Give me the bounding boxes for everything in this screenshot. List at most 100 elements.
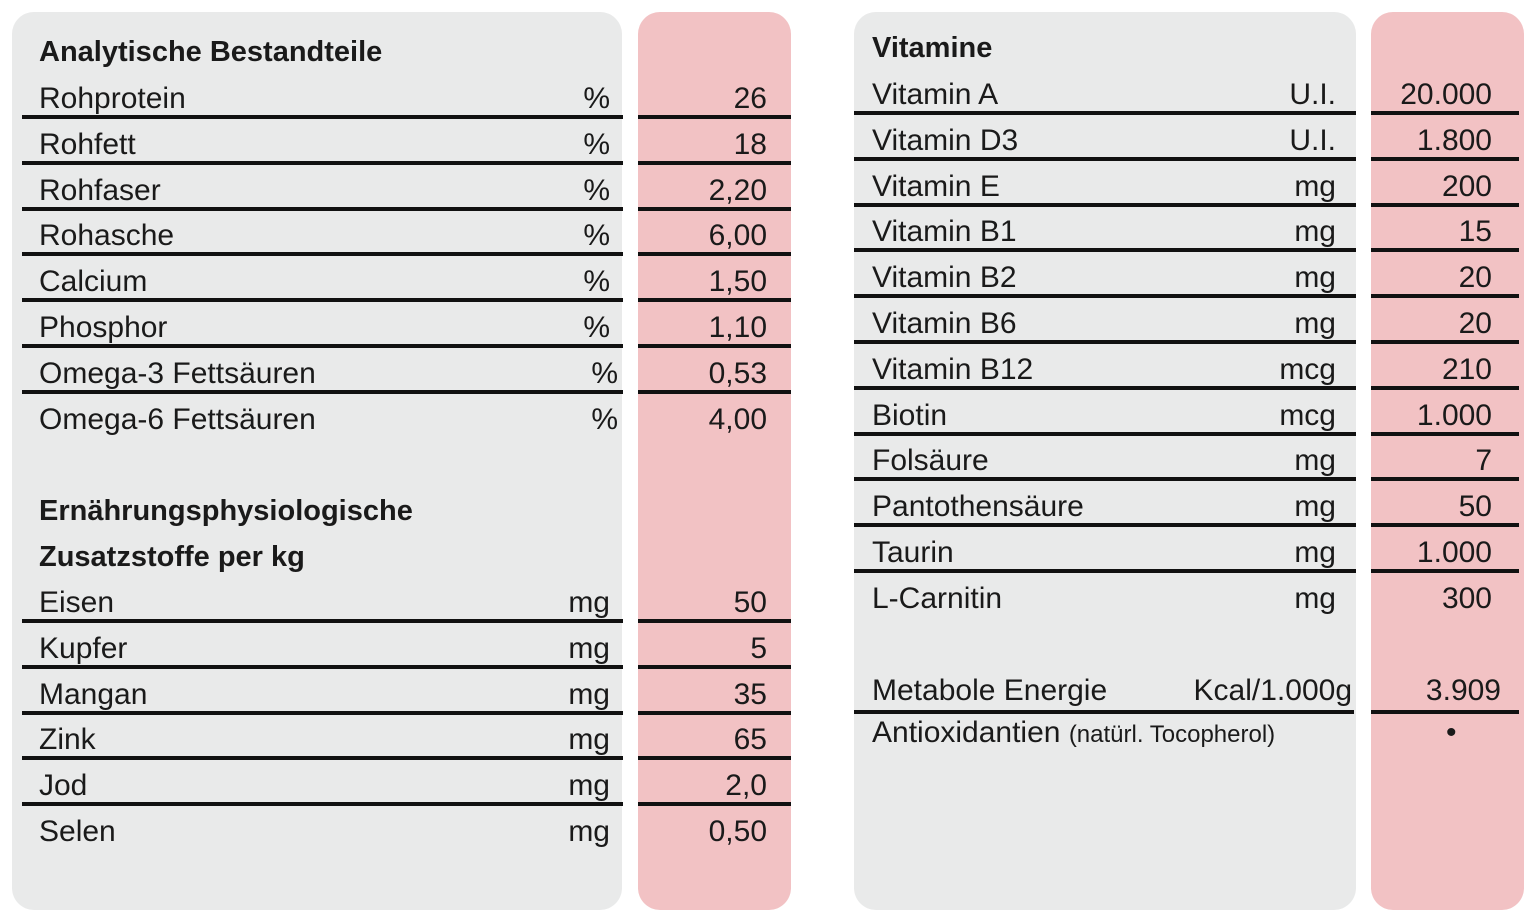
row-divider — [22, 160, 623, 165]
row-divider — [638, 206, 791, 211]
row-value: 35 — [733, 677, 767, 711]
row-divider — [854, 202, 1356, 207]
row-label: Rohasche — [39, 219, 175, 253]
row-value: 210 — [1441, 352, 1492, 386]
row-divider — [638, 802, 791, 807]
row-unit: mg — [1294, 444, 1336, 478]
row-value: 1.000 — [1416, 398, 1492, 432]
row-value: 20 — [1458, 307, 1492, 340]
row-divider — [854, 431, 1356, 436]
row-value: 300 — [1441, 581, 1492, 615]
row-label: Zink — [39, 723, 96, 757]
row-label: Vitamin D3 — [872, 123, 1019, 157]
row-unit: % — [583, 173, 610, 207]
row-divider — [854, 340, 1356, 344]
row-divider — [22, 298, 623, 303]
row-label: Eisen — [39, 586, 115, 619]
row-label: Taurin — [872, 536, 954, 569]
row-divider — [1371, 569, 1519, 573]
row-divider — [22, 664, 623, 669]
row-value: 7 — [1475, 444, 1492, 478]
row-unit: mg — [568, 815, 610, 848]
row-divider — [854, 569, 1356, 573]
row-value: 1,10 — [708, 311, 767, 344]
row-label: Biotin — [872, 398, 948, 432]
row-unit: mcg — [1279, 352, 1336, 386]
row-label: Vitamin A — [872, 78, 999, 111]
row-label: Rohfett — [39, 127, 136, 161]
row-label: L-Carnitin — [872, 581, 1003, 615]
row-value: 26 — [733, 82, 767, 115]
row-divider — [854, 523, 1356, 528]
row-unit: U.I. — [1289, 78, 1336, 111]
antioxidants-value: • — [1446, 716, 1457, 749]
row-divider — [854, 248, 1356, 253]
row-unit: mg — [568, 723, 610, 757]
row-divider — [638, 298, 791, 303]
row-label: Selen — [39, 815, 116, 848]
row-unit: % — [583, 219, 610, 253]
row-unit: mcg — [1279, 398, 1336, 432]
row-unit: mg — [1294, 215, 1336, 249]
right-label-panel — [854, 12, 1356, 910]
row-unit: mg — [568, 769, 610, 803]
row-value: 4,00 — [708, 402, 767, 436]
row-unit: % — [583, 265, 610, 299]
row-unit: mg — [1294, 536, 1336, 569]
antioxidants-note: (natürl. Tocopherol) — [1068, 721, 1276, 748]
row-divider — [638, 115, 791, 119]
row-value: 65 — [733, 723, 767, 757]
row-value: 50 — [1458, 490, 1492, 524]
row-unit: % — [591, 402, 618, 436]
row-divider — [638, 710, 791, 715]
row-divider — [1371, 385, 1519, 390]
section-title-analytische-bestandteile: Analytische Bestandteile — [39, 36, 383, 68]
row-label: Vitamin B1 — [872, 215, 1017, 249]
row-divider — [1371, 340, 1519, 344]
row-divider — [854, 294, 1356, 299]
row-divider — [1371, 477, 1519, 482]
left-value-panel — [638, 12, 791, 910]
right-value-panel — [1371, 12, 1524, 910]
row-label: Omega-3 Fettsäuren — [39, 356, 316, 390]
row-divider — [1371, 156, 1519, 161]
row-value: 6,00 — [708, 219, 767, 253]
row-divider — [854, 385, 1356, 390]
row-label: Folsäure — [872, 444, 989, 478]
energy-unit: Kcal/1.000g — [1193, 674, 1352, 707]
row-divider — [1371, 294, 1519, 299]
row-divider — [1371, 248, 1519, 253]
row-divider — [638, 344, 791, 348]
row-unit: mg — [1294, 490, 1336, 524]
row-divider — [638, 664, 791, 669]
row-label: Kupfer — [39, 631, 128, 665]
row-divider — [1371, 111, 1519, 115]
section-title-zusatzstoffe-line1: Ernährungsphysiologische — [39, 495, 413, 527]
row-label: Jod — [39, 769, 88, 803]
row-unit: mg — [568, 631, 610, 665]
row-divider — [638, 252, 791, 257]
row-label: Rohprotein — [39, 82, 186, 115]
row-divider — [638, 389, 791, 394]
row-label: Omega-6 Fettsäuren — [39, 402, 316, 436]
row-label: Vitamin B2 — [872, 261, 1017, 295]
row-unit: mg — [1294, 581, 1336, 615]
row-value: 2,0 — [725, 769, 767, 803]
row-value: 200 — [1441, 169, 1492, 203]
row-value: 5 — [750, 631, 767, 665]
row-value: 2,20 — [708, 173, 767, 207]
row-value: 1.800 — [1416, 123, 1492, 157]
row-unit: % — [583, 82, 610, 115]
row-value: 15 — [1458, 215, 1492, 249]
row-divider — [854, 111, 1356, 115]
row-unit: mg — [1294, 307, 1336, 340]
row-divider — [22, 802, 623, 807]
row-unit: mg — [568, 677, 610, 711]
row-divider — [22, 252, 623, 257]
section-title-zusatzstoffe-line2: Zusatzstoffe per kg — [39, 541, 305, 573]
row-value: 20.000 — [1400, 78, 1492, 111]
row-value: 0,53 — [708, 356, 767, 390]
row-divider — [1371, 202, 1519, 207]
row-value: 20 — [1458, 261, 1492, 295]
row-divider — [638, 160, 791, 165]
